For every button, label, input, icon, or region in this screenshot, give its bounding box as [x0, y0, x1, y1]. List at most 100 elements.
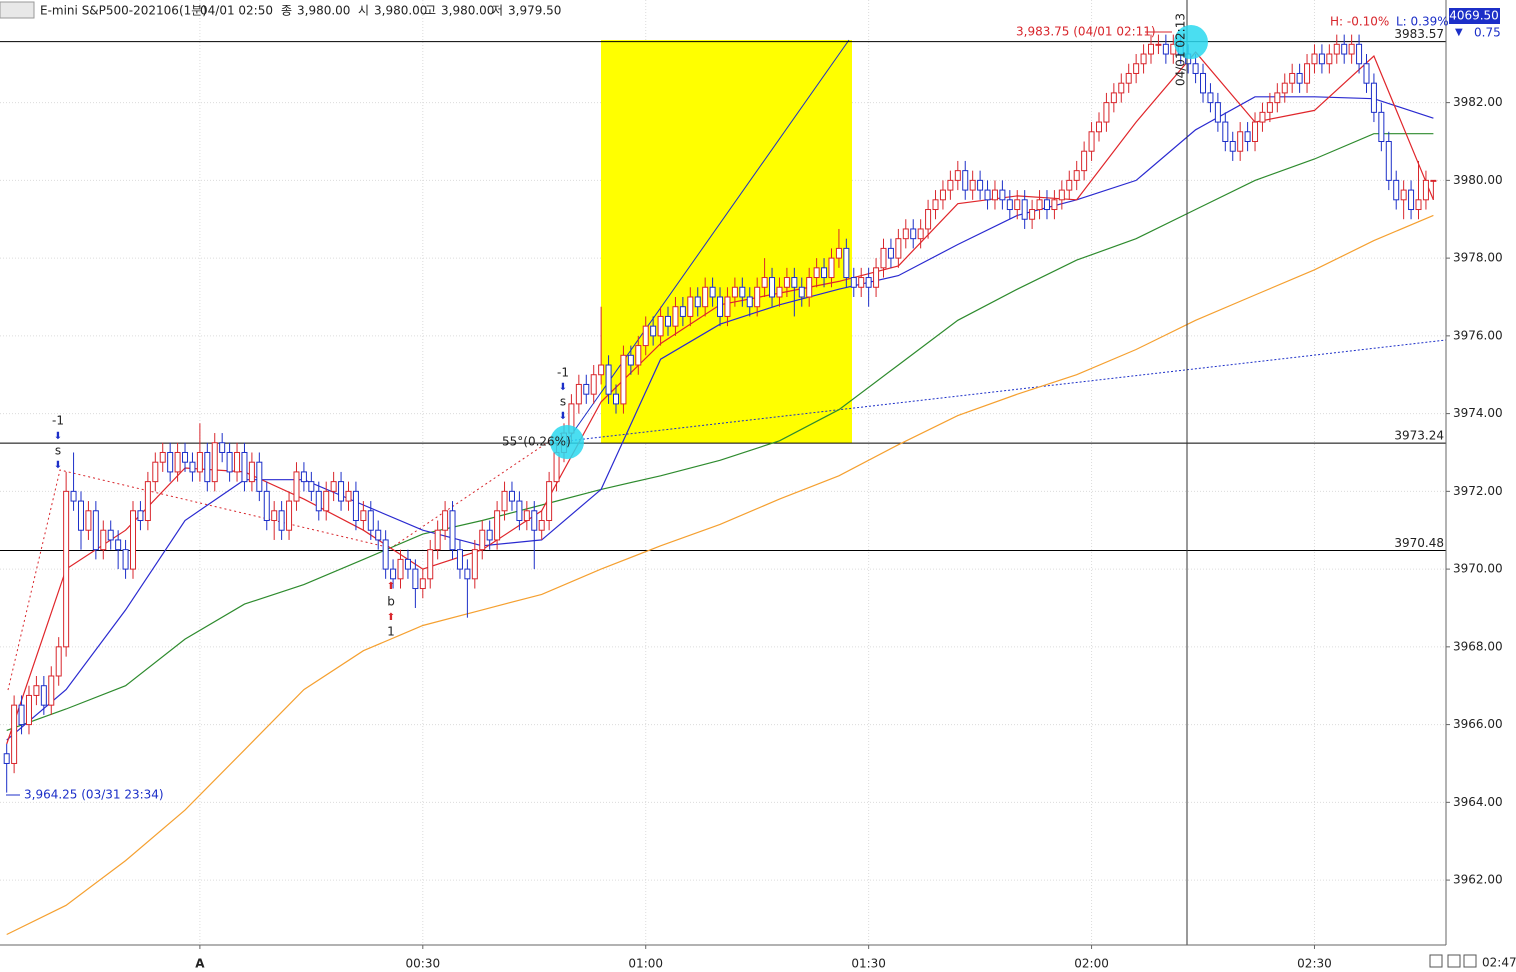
x-tick-label: 02:00: [1074, 957, 1109, 971]
tool-button[interactable]: [1429, 954, 1443, 968]
candle-body: [85, 510, 92, 531]
candle-body: [635, 345, 642, 366]
signal: -1 ⬇ s ⬇: [557, 366, 569, 423]
candle-body: [449, 510, 456, 551]
candle-body: [196, 451, 203, 473]
tool-button[interactable]: [1463, 954, 1477, 968]
candle-body: [665, 315, 672, 327]
candle-body: [821, 267, 828, 279]
candle-body: [1162, 43, 1169, 55]
candle-body: [293, 471, 300, 502]
candle-body: [798, 286, 805, 298]
high-note: 3,983.75 (04/01 02:11): [1016, 25, 1156, 39]
moving-average: [6, 133, 1434, 731]
candle-body: [575, 383, 582, 405]
candle-body: [1318, 53, 1325, 65]
candle-body: [1333, 43, 1340, 55]
candle-body: [211, 442, 218, 483]
tool-button[interactable]: [1447, 954, 1461, 968]
candle-body: [442, 510, 449, 531]
candle-body: [917, 228, 924, 240]
candle-body: [1073, 170, 1080, 181]
candle-body: [642, 325, 649, 347]
x-tick-label: 02:30: [1297, 957, 1332, 971]
ohlc-name: 종: [281, 4, 292, 18]
candle-body: [92, 510, 99, 551]
candle-body: [382, 539, 389, 570]
candle-body: [969, 179, 976, 191]
signal-tag: s: [560, 395, 566, 409]
candle-body: [115, 539, 122, 551]
candle-body: [427, 549, 434, 580]
candle-body: [323, 490, 330, 512]
candle-body: [709, 286, 716, 298]
candle-body: [828, 257, 835, 279]
candle-body: [479, 529, 486, 551]
candle-body: [367, 510, 374, 531]
candle-body: [1066, 179, 1073, 191]
candle-body: [1148, 43, 1155, 55]
candle-body: [1029, 209, 1036, 220]
candle-body: [850, 277, 857, 288]
signal: ⬆ b ⬆ 1: [387, 581, 395, 639]
candle-body: [902, 228, 909, 240]
candle-body: [657, 315, 664, 337]
candle-body: [1326, 53, 1333, 65]
candle-body: [1200, 72, 1207, 94]
candle-body: [806, 277, 813, 298]
window-tab[interactable]: [0, 1, 35, 19]
candle-body: [412, 568, 419, 590]
candle-body: [910, 228, 917, 240]
candle-body: [1289, 72, 1296, 84]
candle-body: [300, 471, 307, 483]
candle-body: [1222, 121, 1229, 142]
candle-body: [717, 296, 724, 317]
x-tick-label: 01:00: [628, 957, 663, 971]
candle-body: [746, 296, 753, 308]
candle-body: [731, 286, 738, 298]
candle-body: [144, 481, 151, 522]
candle-body: [1081, 150, 1088, 172]
candle-body: [360, 510, 367, 522]
price-level-label: 3973.24: [1394, 429, 1444, 443]
candle-body: [456, 549, 463, 570]
candle-body: [63, 490, 70, 648]
candle-body: [1140, 53, 1147, 65]
candle-body: [122, 549, 129, 570]
candle-body: [1281, 82, 1288, 94]
candle-body: [612, 393, 619, 405]
candle-body: [1118, 82, 1125, 94]
candle-body: [1006, 199, 1013, 211]
change: 0.75: [1474, 26, 1501, 40]
ohlc-name: 저: [492, 4, 503, 18]
candle-body: [248, 461, 255, 483]
y-tick-label: 3982.00: [1453, 95, 1503, 109]
last-price: 4069.50: [1449, 9, 1499, 23]
candle-body: [1363, 63, 1370, 84]
candle-body: [404, 558, 411, 570]
candle-body: [1415, 199, 1422, 211]
candle-body: [1043, 199, 1050, 211]
last-price-box: [1449, 8, 1500, 24]
candle-body: [925, 209, 932, 230]
candle-body: [464, 568, 471, 580]
marker: [550, 425, 584, 459]
candle-body: [605, 364, 612, 395]
candle-body: [1021, 199, 1028, 220]
y-tick-label: 3966.00: [1453, 717, 1503, 731]
candle-body: [650, 325, 657, 337]
candle-body: [1378, 111, 1385, 142]
candle-body: [25, 694, 32, 726]
candle-body: [494, 510, 501, 541]
candle-body: [48, 675, 55, 706]
signal-arrow: ⬆: [387, 581, 395, 592]
candle-body: [471, 549, 478, 580]
candle-body: [523, 510, 530, 522]
candle-body: [1133, 63, 1140, 74]
candle-body: [352, 490, 359, 522]
candle-body: [375, 529, 382, 541]
header-datetime: 04/01 02:50: [200, 4, 273, 18]
candle-body: [419, 578, 426, 590]
candle-body: [33, 685, 40, 696]
